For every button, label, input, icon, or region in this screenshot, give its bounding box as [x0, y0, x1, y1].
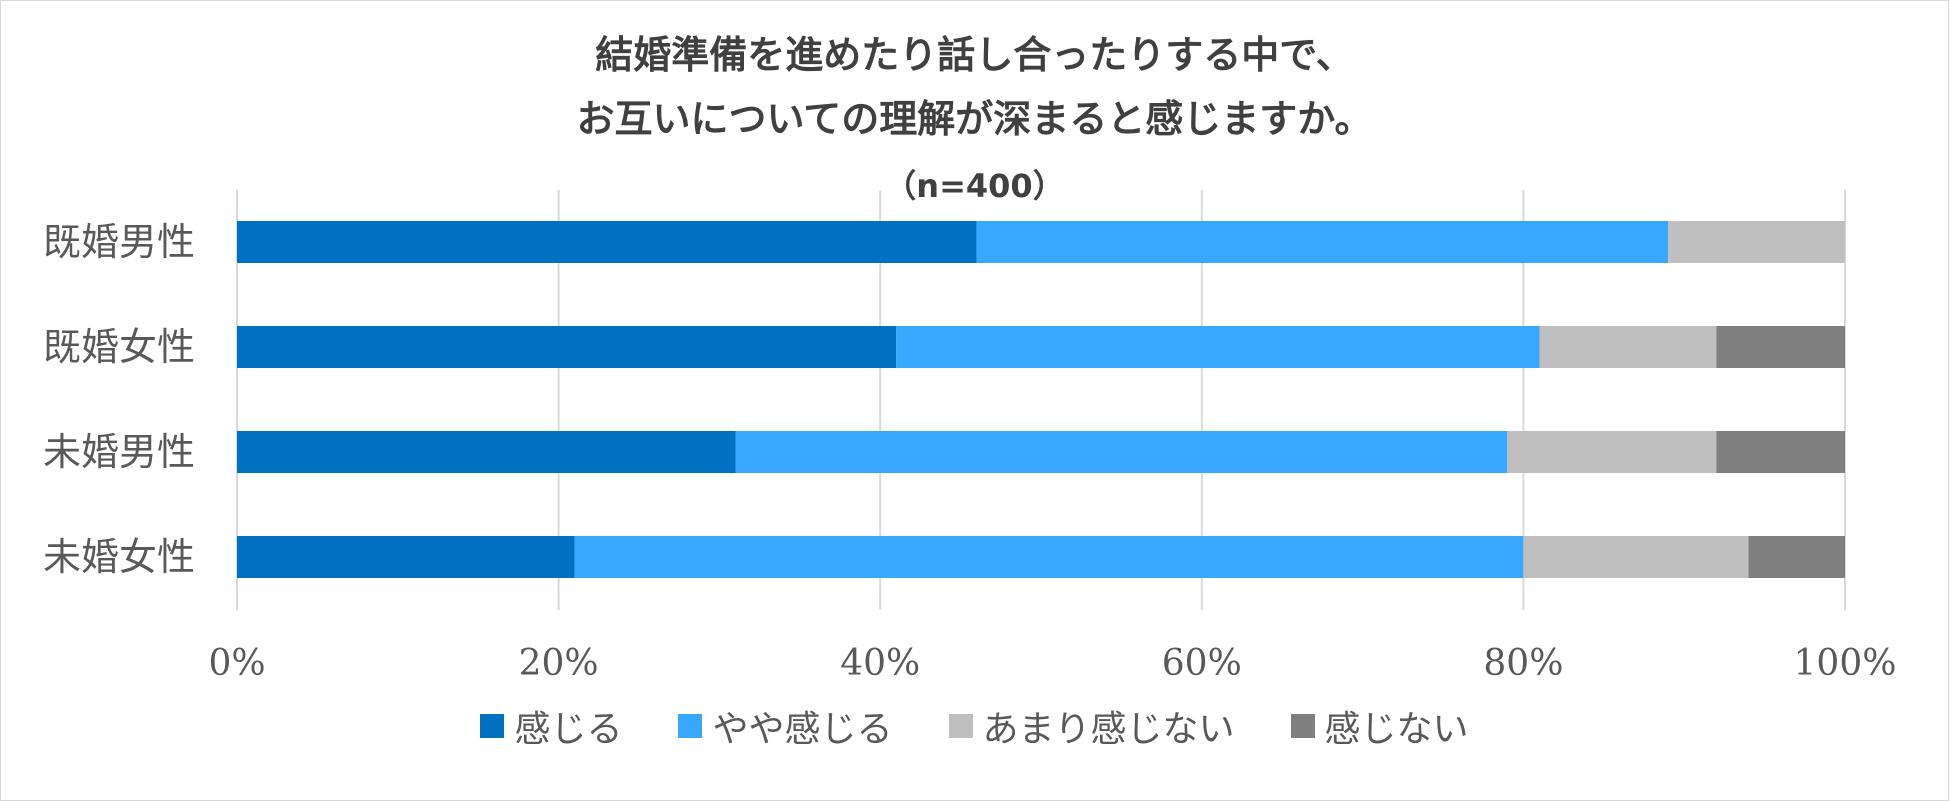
bar-segment — [237, 536, 575, 578]
legend-label: あまり感じない — [982, 709, 1235, 750]
legend-item: 感じる — [480, 700, 622, 752]
x-tick-label: 20% — [519, 643, 599, 684]
category-label: 既婚女性 — [43, 325, 195, 369]
category-label: 既婚男性 — [43, 220, 195, 264]
chart-subtitle: （n=400） — [884, 167, 1065, 205]
x-tick-label: 100% — [1794, 643, 1897, 684]
bar-segment — [1716, 326, 1845, 368]
bar-segment — [1748, 536, 1845, 578]
bar-segment — [735, 431, 1508, 473]
legend-label: 感じる — [514, 709, 623, 750]
x-axis-tick-labels: 0% 20% 40% 60% 80% 100% — [208, 643, 1896, 684]
chart-title-line-2: お互いについての理解が深まると感じますか。 — [576, 97, 1373, 141]
legend-swatch — [1290, 714, 1315, 738]
legend-item: あまり感じない — [948, 700, 1235, 752]
bar-segment — [896, 326, 1540, 368]
legend-label: 感じない — [1324, 709, 1469, 750]
bar-segment — [237, 431, 736, 473]
legend-item: やや感じる — [678, 700, 893, 752]
bar-segment — [237, 221, 977, 263]
legend-swatch — [480, 714, 505, 738]
category-label: 未婚女性 — [43, 535, 195, 579]
bar-segment — [237, 326, 897, 368]
legend-swatch — [948, 714, 973, 738]
bar-segment — [1668, 221, 1845, 263]
category-label: 未婚男性 — [43, 430, 195, 474]
chart-legend: 感じる やや感じる あまり感じない 感じない — [0, 700, 1949, 752]
bar-segment — [1507, 431, 1717, 473]
x-tick-label: 40% — [840, 643, 920, 684]
legend-swatch — [678, 714, 703, 738]
bar-layer — [237, 221, 1845, 578]
x-tick-label: 60% — [1162, 643, 1242, 684]
legend-item: 感じない — [1290, 700, 1469, 752]
x-tick-label: 0% — [208, 643, 265, 684]
bar-segment — [574, 536, 1524, 578]
bar-segment — [1523, 536, 1749, 578]
bar-segment — [1716, 431, 1845, 473]
bar-segment — [976, 221, 1669, 263]
bar-segment — [1539, 326, 1717, 368]
chart-title-line-1: 結婚準備を進めたり話し合ったりする中で、 — [595, 33, 1354, 77]
x-tick-label: 80% — [1483, 643, 1563, 684]
legend-label: やや感じる — [712, 709, 893, 750]
